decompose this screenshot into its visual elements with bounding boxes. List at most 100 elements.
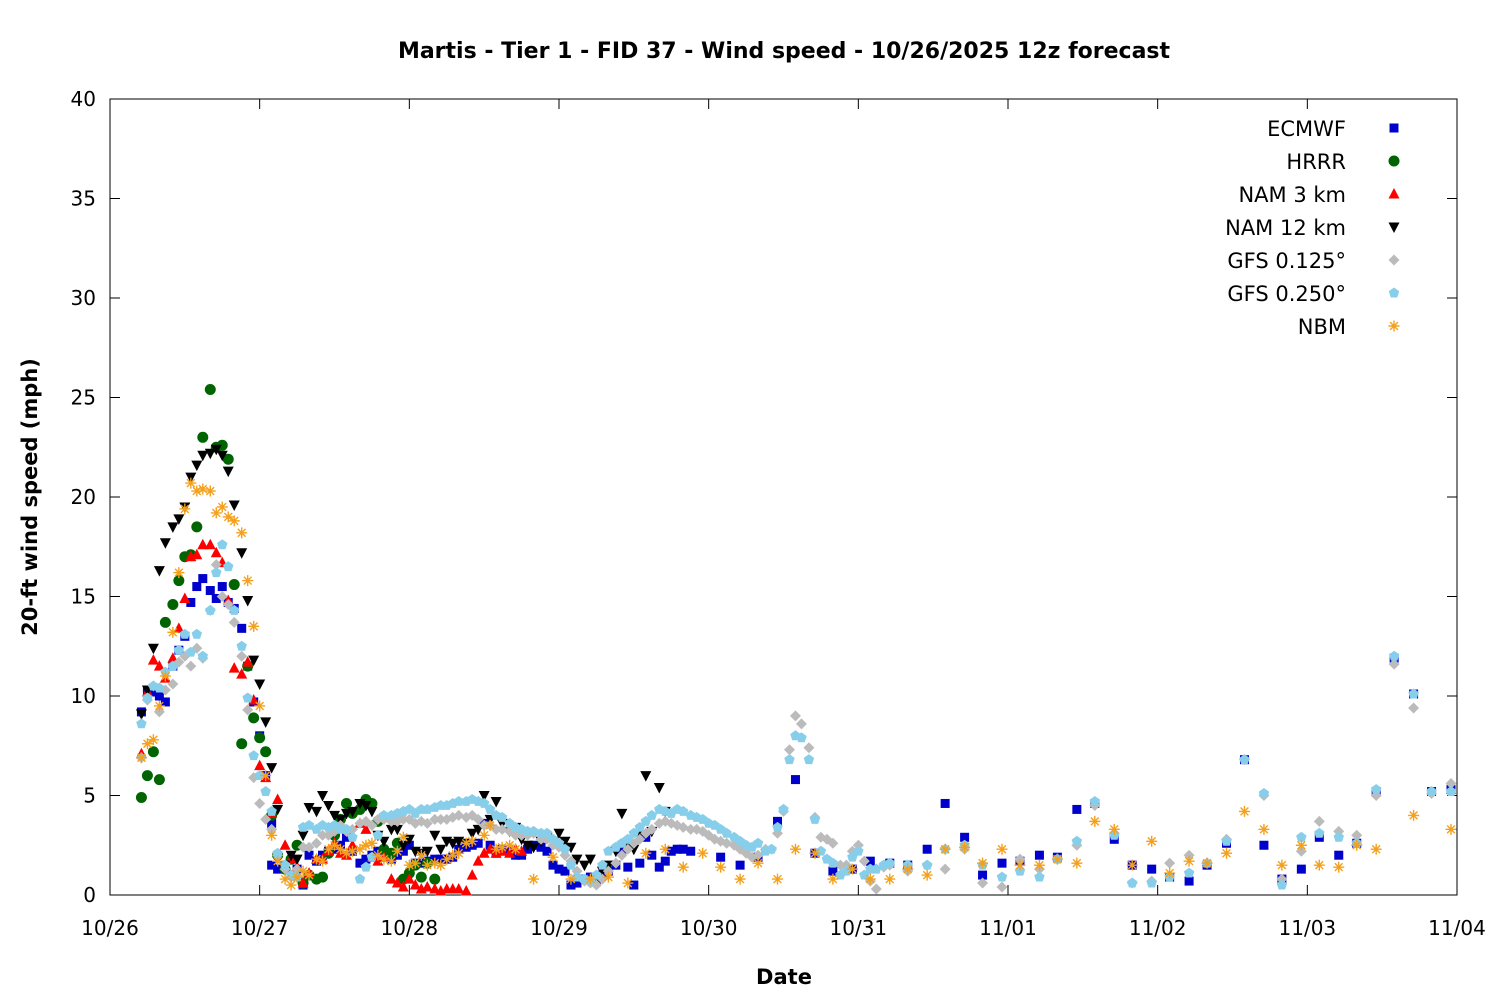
data-point <box>272 855 284 867</box>
data-point <box>303 869 315 881</box>
data-point <box>142 692 153 703</box>
data-point <box>147 654 159 665</box>
data-point <box>1071 835 1083 846</box>
data-point <box>217 582 227 592</box>
data-point <box>922 844 932 854</box>
data-point <box>323 800 335 812</box>
plot-area: 0 5 10 15 20 25 30 35 40 10/26 10/27 10/28 10/29 10/3… <box>71 87 1486 940</box>
data-point <box>366 806 378 818</box>
data-point <box>565 859 577 870</box>
data-point <box>565 873 577 885</box>
data-point <box>1014 859 1026 871</box>
data-point <box>640 847 652 859</box>
data-point <box>646 809 658 820</box>
data-point <box>248 712 260 724</box>
data-point <box>622 877 634 889</box>
data-point <box>510 843 522 855</box>
data-point <box>254 797 266 809</box>
data-point <box>778 803 789 814</box>
data-point <box>996 843 1008 855</box>
data-point <box>204 384 216 396</box>
data-point <box>266 805 277 816</box>
data-point <box>260 786 271 796</box>
y-tick-label: 35 <box>71 187 96 211</box>
data-point <box>865 856 875 866</box>
data-point <box>385 873 397 884</box>
data-point <box>809 813 821 824</box>
data-point <box>317 871 329 883</box>
data-point <box>1408 702 1420 714</box>
data-point <box>796 732 807 743</box>
data-point <box>421 846 433 858</box>
data-point <box>198 574 208 584</box>
data-point <box>341 832 351 842</box>
data-point <box>871 863 882 874</box>
data-point <box>616 849 628 861</box>
data-point <box>496 841 508 853</box>
data-point <box>153 660 165 671</box>
data-point <box>260 770 272 782</box>
data-point <box>354 843 366 855</box>
data-point <box>940 798 950 808</box>
data-point <box>173 514 185 525</box>
y-tick-label: 40 <box>71 87 96 111</box>
data-point <box>205 604 216 615</box>
data-point <box>1296 831 1307 842</box>
data-point <box>242 575 254 587</box>
data-point <box>173 567 185 579</box>
data-point <box>236 738 248 750</box>
data-point <box>478 829 490 841</box>
data-point <box>1164 867 1176 879</box>
data-point <box>167 598 179 610</box>
data-point <box>222 453 234 465</box>
data-point <box>222 511 234 523</box>
x-tick-label: 10/29 <box>530 916 588 940</box>
data-point <box>1201 857 1213 869</box>
data-point <box>242 692 253 703</box>
data-point <box>429 873 441 885</box>
data-point <box>453 795 464 806</box>
data-point <box>858 855 870 867</box>
data-point <box>789 843 801 855</box>
data-point <box>297 841 309 853</box>
data-point <box>341 823 352 834</box>
data-point <box>1370 784 1382 794</box>
x-tick-label: 10/27 <box>231 916 289 940</box>
data-point <box>429 830 441 842</box>
data-point <box>547 851 559 863</box>
data-point <box>460 885 472 896</box>
data-point <box>204 448 216 460</box>
data-point <box>397 840 409 852</box>
data-point <box>1314 827 1325 838</box>
data-point <box>153 774 165 786</box>
data-point <box>228 515 240 527</box>
legend-marker <box>1388 254 1400 266</box>
data-point <box>385 855 397 867</box>
data-point <box>415 871 427 883</box>
series-nbm <box>135 477 1457 891</box>
data-point <box>504 839 516 851</box>
data-point <box>610 857 622 869</box>
data-point <box>192 582 202 592</box>
data-point <box>435 844 447 856</box>
data-point <box>803 742 815 754</box>
data-point <box>303 841 315 853</box>
data-point <box>766 843 777 854</box>
data-point <box>429 857 441 869</box>
y-tick-label: 30 <box>71 286 96 310</box>
data-point <box>415 849 427 861</box>
data-point <box>672 844 682 854</box>
data-point <box>660 856 670 866</box>
data-point <box>197 538 209 550</box>
data-point <box>346 806 358 818</box>
data-point <box>167 522 179 533</box>
data-point <box>1445 786 1457 796</box>
data-point <box>472 855 484 866</box>
data-point <box>554 864 564 874</box>
data-point <box>197 431 209 443</box>
data-point <box>185 646 197 657</box>
data-point <box>317 791 329 802</box>
data-point <box>148 687 158 697</box>
data-point <box>1259 840 1269 850</box>
data-point <box>366 819 378 831</box>
